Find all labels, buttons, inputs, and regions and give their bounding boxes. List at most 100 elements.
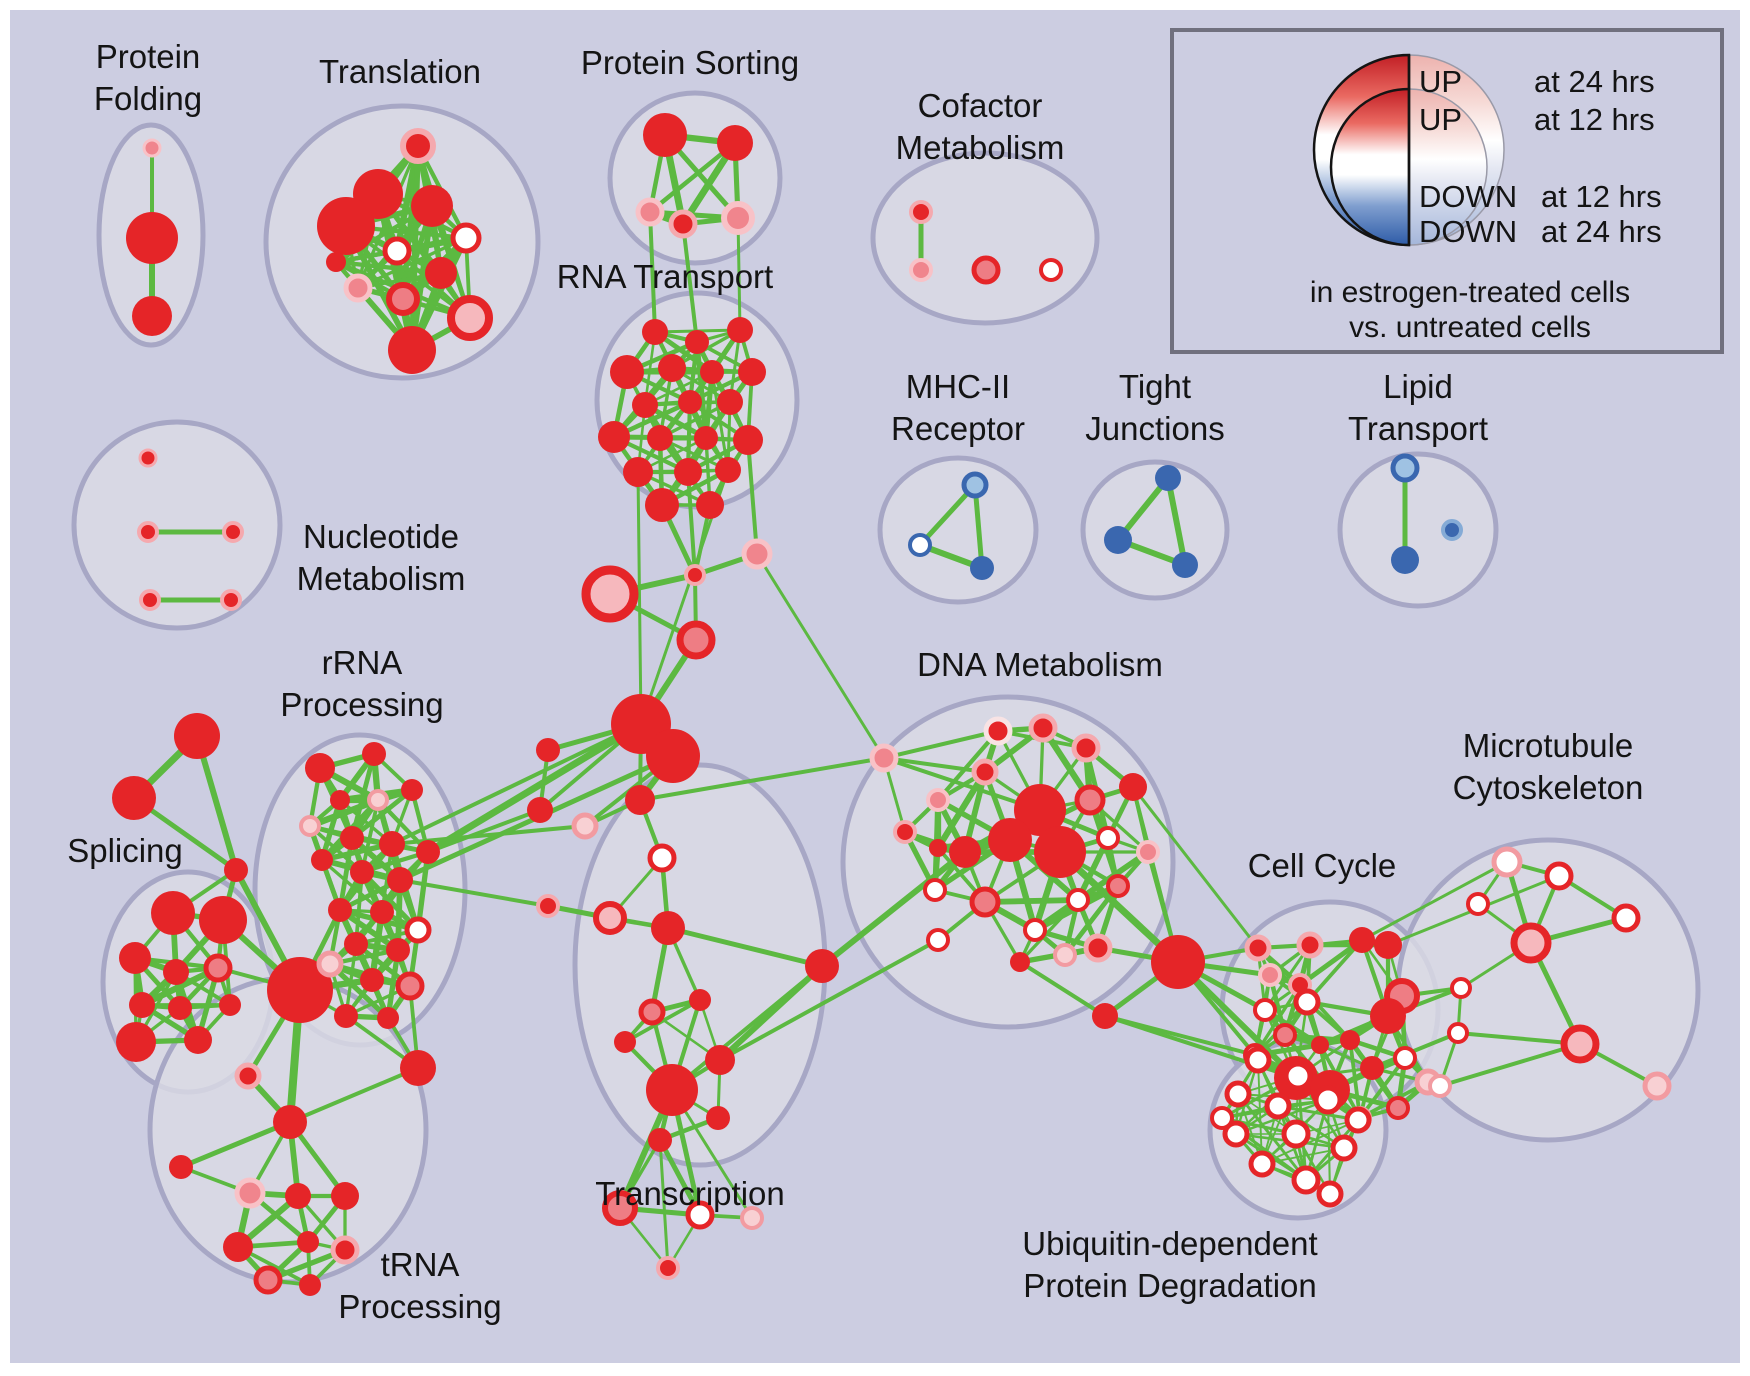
network-node[interactable] [643,113,687,157]
network-node[interactable] [1248,1150,1276,1178]
network-node[interactable] [645,488,679,522]
network-node[interactable] [267,957,333,1023]
network-node[interactable] [738,358,766,386]
network-node[interactable] [623,457,653,487]
network-node[interactable] [168,996,192,1020]
network-node[interactable] [1447,1022,1469,1044]
network-node[interactable] [632,392,658,418]
network-node[interactable] [382,236,412,266]
network-node[interactable] [961,471,989,499]
network-node[interactable] [1074,784,1106,816]
network-node[interactable] [625,785,655,815]
network-node[interactable] [684,564,706,586]
network-node[interactable] [1642,1071,1672,1101]
network-node[interactable] [909,258,933,282]
network-node[interactable] [685,1200,715,1230]
network-node[interactable] [926,928,950,952]
network-node[interactable] [395,971,425,1001]
network-node[interactable] [126,212,178,264]
network-node[interactable] [1344,1106,1372,1134]
network-node[interactable] [1510,922,1552,964]
network-node[interactable] [1316,1180,1344,1208]
network-node[interactable] [647,843,677,873]
network-node[interactable] [646,1064,698,1116]
network-node[interactable] [344,932,368,956]
network-node[interactable] [299,815,321,837]
network-node[interactable] [1264,1092,1292,1120]
network-node[interactable] [132,296,172,336]
network-node[interactable] [340,826,364,850]
network-node[interactable] [668,209,698,239]
network-node[interactable] [1393,1046,1417,1070]
network-node[interactable] [1053,943,1077,967]
network-node[interactable] [593,901,627,935]
network-node[interactable] [1083,933,1113,963]
network-node[interactable] [1258,963,1282,987]
network-node[interactable] [137,521,159,543]
network-node[interactable] [1222,1120,1250,1148]
network-node[interactable] [1349,927,1375,953]
network-node[interactable] [219,994,241,1016]
network-node[interactable] [151,891,195,935]
network-node[interactable] [401,779,423,801]
network-node[interactable] [1028,713,1058,743]
network-node[interactable] [1210,1106,1234,1130]
network-node[interactable] [1374,931,1402,959]
network-node[interactable] [1311,1036,1329,1054]
network-node[interactable] [1491,846,1523,878]
network-node[interactable] [199,896,247,944]
network-node[interactable] [648,1128,672,1152]
network-node[interactable] [646,729,700,783]
network-node[interactable] [694,426,718,450]
network-node[interactable] [334,1004,358,1028]
network-node[interactable] [388,326,436,374]
network-node[interactable] [970,556,994,580]
network-node[interactable] [696,491,724,519]
network-node[interactable] [142,138,162,158]
network-node[interactable] [926,788,950,812]
network-node[interactable] [387,867,413,893]
network-node[interactable] [343,273,373,303]
network-node[interactable] [949,836,981,868]
network-node[interactable] [1313,1085,1343,1115]
network-node[interactable] [602,1190,638,1226]
network-node[interactable] [1281,1119,1311,1149]
network-node[interactable] [400,128,436,164]
network-node[interactable] [1441,519,1463,541]
network-node[interactable] [1291,1165,1321,1195]
network-node[interactable] [116,1022,156,1062]
network-node[interactable] [273,1105,307,1139]
network-node[interactable] [129,992,155,1018]
network-node[interactable] [536,738,560,762]
network-node[interactable] [971,758,999,786]
network-node[interactable] [234,1177,266,1209]
network-node[interactable] [740,1206,764,1230]
network-node[interactable] [983,716,1013,746]
network-node[interactable] [656,1256,680,1280]
network-node[interactable] [971,255,1001,285]
network-node[interactable] [1066,888,1090,912]
network-node[interactable] [700,360,724,384]
network-node[interactable] [112,776,156,820]
network-node[interactable] [923,878,947,902]
network-node[interactable] [1119,773,1147,801]
network-node[interactable] [1390,453,1420,483]
network-node[interactable] [253,1265,283,1295]
network-node[interactable] [447,295,493,341]
network-node[interactable] [908,533,932,557]
network-node[interactable] [1370,998,1406,1034]
network-node[interactable] [647,425,673,451]
network-node[interactable] [411,185,453,227]
network-node[interactable] [1386,1096,1410,1120]
network-node[interactable] [614,1031,636,1053]
network-node[interactable] [685,330,709,354]
network-node[interactable] [1244,934,1272,962]
network-node[interactable] [1104,526,1132,554]
network-node[interactable] [689,989,711,1011]
network-node[interactable] [1330,1134,1358,1162]
network-node[interactable] [869,743,899,773]
network-node[interactable] [311,849,333,871]
network-node[interactable] [705,1045,735,1075]
network-node[interactable] [367,789,389,811]
network-node[interactable] [169,1155,193,1179]
